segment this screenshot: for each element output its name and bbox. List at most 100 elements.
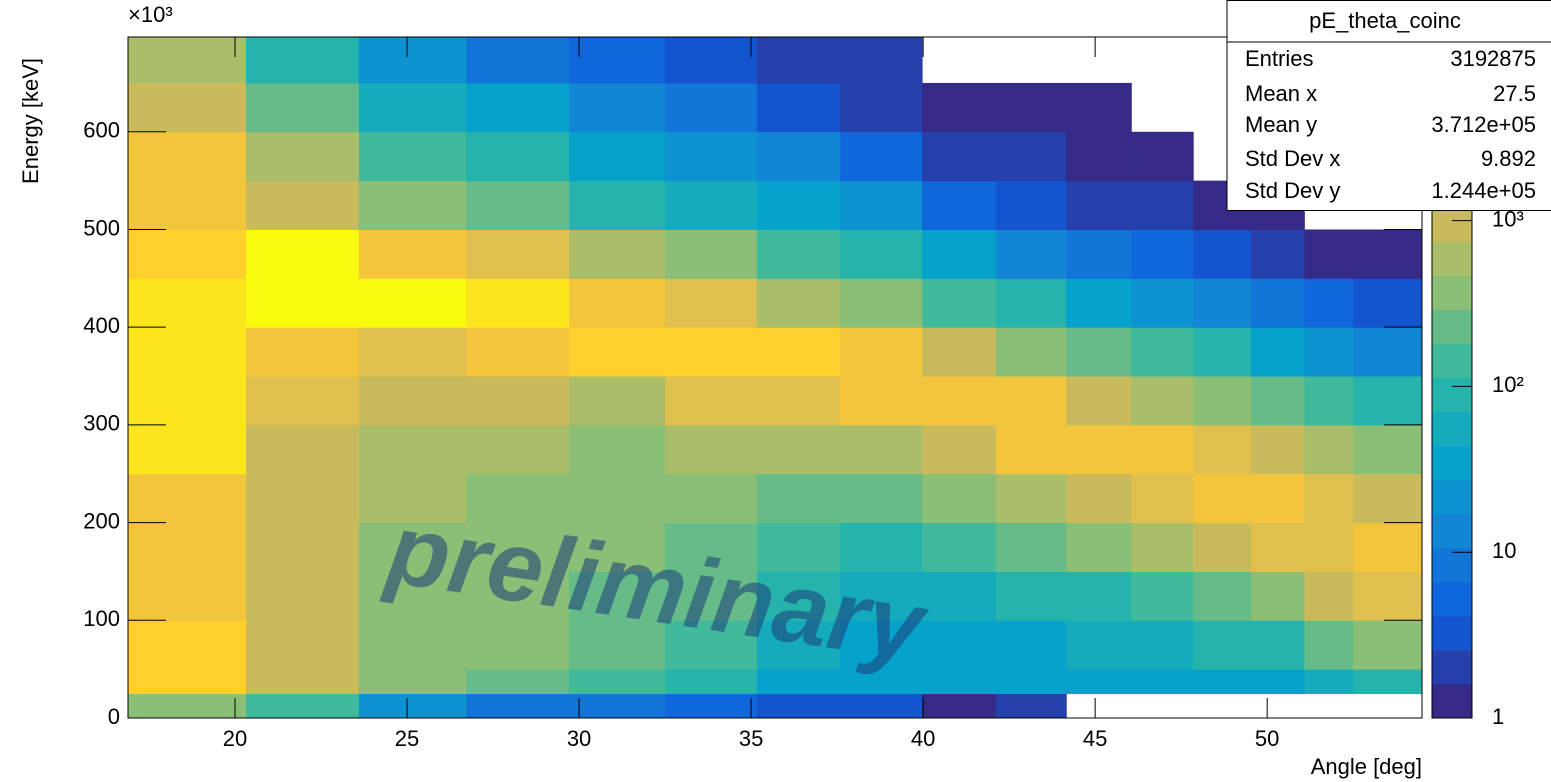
heat-cell: [128, 278, 247, 328]
heat-cell: [466, 278, 570, 328]
colorbar-step: [1432, 343, 1472, 378]
heat-cell: [1353, 327, 1422, 377]
heat-cell: [996, 620, 1067, 670]
heatmap: [128, 37, 1422, 718]
heat-cell: [922, 229, 997, 279]
heat-cell: [246, 376, 360, 426]
heat-cell: [246, 278, 360, 328]
heat-cell: [466, 669, 570, 695]
y-tick-label: 100: [83, 606, 120, 631]
stats-value: 1.244e+05: [1431, 178, 1536, 203]
heat-cell: [466, 82, 570, 133]
x-axis-label: Angle [deg]: [1311, 754, 1422, 779]
heat-cell: [246, 229, 360, 279]
heat-cell: [840, 693, 923, 718]
colorbar-step: [1432, 275, 1472, 310]
heat-cell: [1193, 620, 1252, 670]
heat-cell: [922, 376, 997, 426]
heat-cell: [922, 424, 997, 475]
y-axis-label: Energy [keV]: [18, 58, 43, 184]
heat-cell: [1193, 278, 1252, 328]
heat-cell: [665, 571, 758, 621]
heat-cell: [1304, 669, 1354, 695]
heat-cell: [922, 82, 997, 133]
heat-cell: [1066, 424, 1132, 475]
heat-cell: [840, 376, 923, 426]
colorbar-step: [1432, 683, 1472, 719]
heat-cell: [1251, 473, 1305, 524]
heat-cell: [128, 131, 247, 182]
x-tick-label: 45: [1083, 726, 1107, 751]
heat-cell: [756, 327, 841, 377]
heat-cell: [128, 424, 247, 475]
heat-cell: [756, 522, 841, 572]
heat-cell: [996, 278, 1067, 328]
heat-cell: [246, 473, 360, 524]
y-tick-label: 400: [83, 313, 120, 338]
colorbar-step: [1432, 479, 1472, 515]
heat-cell: [840, 229, 923, 279]
heat-cell: [1304, 327, 1354, 377]
heat-cell: [1193, 571, 1252, 621]
heat-cell: [665, 180, 758, 230]
colorbar-step: [1432, 649, 1472, 685]
heat-cell: [358, 278, 467, 328]
heat-cell: [996, 669, 1067, 695]
stats-value: 3192875: [1450, 46, 1536, 71]
heat-cell: [569, 473, 666, 524]
heat-cell: [840, 131, 923, 182]
heat-cell: [1066, 571, 1132, 621]
heat-cell: [996, 571, 1067, 621]
heat-cell: [358, 180, 467, 230]
heat-cell: [569, 180, 666, 230]
heat-cell: [358, 327, 467, 377]
heat-cell: [1353, 522, 1422, 572]
colorbar-step: [1432, 547, 1472, 583]
heat-cell: [1251, 229, 1305, 279]
heat-cell: [246, 180, 360, 230]
heat-cell: [756, 693, 841, 718]
stats-value: 3.712e+05: [1431, 112, 1536, 137]
heat-cell: [996, 376, 1067, 426]
heat-cell: [569, 229, 666, 279]
heat-cell: [246, 424, 360, 475]
heat-cell: [665, 131, 758, 182]
heat-cell: [1353, 473, 1422, 524]
heat-cell: [1251, 278, 1305, 328]
y-tick-label: 200: [83, 508, 120, 533]
heat-cell: [246, 131, 360, 182]
heat-cell: [1251, 522, 1305, 572]
heat-cell: [246, 669, 360, 695]
heat-cell: [1066, 669, 1132, 695]
heat-cell: [756, 620, 841, 670]
heat-cell: [569, 131, 666, 182]
heat-cell: [466, 473, 570, 524]
heat-cell: [1131, 327, 1194, 377]
heat-cell: [1131, 180, 1194, 230]
heat-cell: [840, 669, 923, 695]
heat-cell: [756, 278, 841, 328]
heat-cell: [756, 376, 841, 426]
heat-cell: [840, 82, 923, 133]
heat-cell: [246, 522, 360, 572]
heat-cell: [1304, 522, 1354, 572]
colorbar-step: [1432, 615, 1472, 651]
heat-cell: [840, 37, 923, 84]
heat-cell: [1131, 131, 1194, 182]
heat-cell: [128, 693, 247, 718]
colorbar-step: [1432, 241, 1472, 276]
y-tick-label: 0: [108, 704, 120, 729]
heat-cell: [1193, 376, 1252, 426]
y-tick-label: 500: [83, 215, 120, 240]
heat-cell: [1193, 473, 1252, 524]
heat-cell: [1131, 278, 1194, 328]
heat-cell: [1251, 424, 1305, 475]
heat-cell: [665, 620, 758, 670]
x-tick-label: 20: [223, 726, 247, 751]
heat-cell: [1193, 424, 1252, 475]
heat-cell: [996, 424, 1067, 475]
heat-cell: [922, 693, 997, 718]
heat-cell: [128, 376, 247, 426]
heat-cell: [840, 424, 923, 475]
